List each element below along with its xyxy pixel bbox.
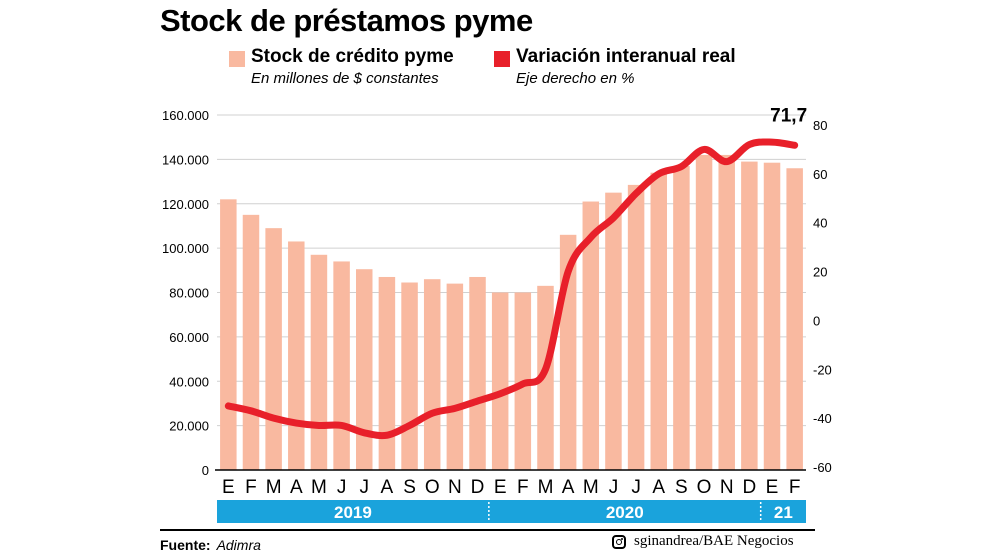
bar [650, 172, 667, 470]
legend-item-stock: Stock de crédito pyme En millones de $ c… [229, 46, 489, 88]
bar [310, 254, 328, 470]
x-tick-label: J [609, 477, 619, 498]
y-left-tick-label: 140.000 [162, 152, 209, 167]
bar [333, 261, 350, 470]
bar [605, 192, 622, 470]
chart-title: Stock de préstamos pyme [160, 3, 533, 38]
x-tick-label: J [337, 477, 347, 498]
y-right-tick-label: 40 [813, 216, 827, 231]
bar [786, 168, 803, 470]
legend-sub-variacion: Eje derecho en % [516, 70, 635, 87]
x-tick-label: E [222, 477, 235, 498]
line-series-variacion [224, 138, 799, 440]
y-left-tick-label: 120.000 [162, 197, 209, 212]
y-right-tick-label: -40 [813, 411, 832, 426]
x-tick-label: S [403, 477, 416, 498]
x-tick-label: M [583, 477, 599, 498]
y-left-tick-label: 40.000 [169, 374, 209, 389]
legend-label-variacion: Variación interanual real [516, 46, 736, 67]
x-tick-label: N [720, 477, 734, 498]
year-label: 21 [774, 503, 793, 522]
legend-swatch-variacion [494, 51, 510, 67]
x-tick-label: A [290, 477, 303, 498]
y-right-tick-label: -20 [813, 362, 832, 377]
footer-divider [160, 529, 815, 531]
x-tick-label: A [381, 477, 394, 498]
x-tick-label: F [789, 477, 801, 498]
x-tick-label: F [245, 477, 257, 498]
y-left-tick-label: 60.000 [169, 330, 209, 345]
x-tick-label: S [675, 477, 688, 498]
x-tick-label: M [266, 477, 282, 498]
bar [582, 201, 600, 470]
source-note: Fuente: Adimra [160, 537, 261, 553]
bar [242, 214, 260, 470]
x-tick-label: J [631, 477, 641, 498]
y-right-tick-label: 0 [813, 313, 820, 328]
instagram-icon [612, 534, 626, 549]
year-label: 2020 [606, 503, 644, 522]
bar [627, 184, 645, 470]
bar [378, 276, 396, 470]
bar [356, 269, 373, 470]
bar [220, 199, 237, 470]
bar [537, 285, 554, 470]
legend-sub-stock: En millones de $ constantes [251, 70, 439, 87]
x-tick-label: F [517, 477, 529, 498]
bar [695, 154, 713, 470]
bar [763, 162, 781, 470]
x-tick-label: O [697, 477, 712, 498]
x-tick-label: A [562, 477, 575, 498]
legend-item-variacion: Variación interanual real Eje derecho en… [494, 46, 784, 88]
y-left-tick-label: 100.000 [162, 241, 209, 256]
x-tick-label: J [360, 477, 370, 498]
bar [446, 283, 464, 470]
x-tick-label: E [494, 477, 507, 498]
bar [401, 282, 418, 470]
bar [491, 292, 509, 470]
credit-note: sginandrea/BAE Negocios [612, 533, 794, 550]
bar [741, 161, 758, 470]
y-right-tick-label: 60 [813, 167, 827, 182]
bar [423, 279, 441, 470]
x-tick-label: E [766, 477, 779, 498]
credit-text: sginandrea/BAE Negocios [634, 533, 794, 549]
y-left-tick-label: 0 [202, 463, 209, 478]
year-label: 2019 [334, 503, 372, 522]
year-band [217, 500, 806, 523]
bar [265, 228, 282, 470]
data-label-last-value: 71,7 [770, 105, 807, 126]
y-left-tick-label: 80.000 [169, 286, 209, 301]
legend-swatch-stock [229, 51, 245, 67]
bar [718, 154, 735, 470]
x-tick-label: M [311, 477, 327, 498]
y-right-tick-label: 20 [813, 265, 827, 280]
y-left-tick-label: 160.000 [162, 108, 209, 123]
x-tick-label: A [652, 477, 665, 498]
bar [288, 241, 305, 470]
source-label: Fuente: [160, 537, 211, 553]
source-value: Adimra [216, 537, 261, 553]
x-tick-label: D [471, 477, 485, 498]
y-right-tick-label: 80 [813, 118, 827, 133]
x-tick-label: D [742, 477, 756, 498]
x-tick-label: N [448, 477, 462, 498]
x-tick-label: M [538, 477, 554, 498]
x-tick-label: O [425, 477, 440, 498]
y-left-tick-label: 20.000 [169, 419, 209, 434]
bar [673, 166, 690, 470]
y-right-tick-label: -60 [813, 460, 832, 475]
legend-label-stock: Stock de crédito pyme [251, 46, 454, 67]
bar [469, 276, 486, 470]
